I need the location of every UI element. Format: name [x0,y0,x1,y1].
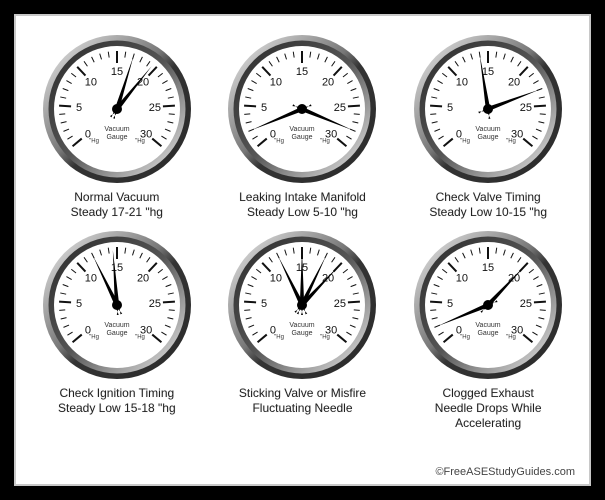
svg-text:25: 25 [334,298,346,310]
gauge-cell-sticking-valve: 051015202530"Hg"HgVacuumGaugeSticking Va… [227,230,377,431]
gauge-clogged-exhaust: 051015202530"Hg"HgVacuumGauge [413,230,563,380]
svg-text:5: 5 [447,298,453,310]
svg-text:25: 25 [149,102,161,114]
gauge-cell-ignition-timing: 051015202530"Hg"HgVacuumGaugeCheck Ignit… [42,230,192,431]
svg-text:10: 10 [456,76,468,88]
svg-text:25: 25 [520,298,532,310]
gauge-cell-clogged-exhaust: 051015202530"Hg"HgVacuumGaugeClogged Exh… [407,230,569,431]
svg-text:20: 20 [508,76,520,88]
svg-text:Gauge: Gauge [478,330,499,337]
gauge-ignition-timing: 051015202530"Hg"HgVacuumGauge [42,230,192,380]
gauge-valve-timing: 051015202530"Hg"HgVacuumGauge [413,34,563,184]
svg-text:Vacuum: Vacuum [476,126,501,133]
caption-line-2: Steady 17-21 "hg [71,205,163,220]
svg-text:10: 10 [270,76,282,88]
svg-text:15: 15 [296,66,308,78]
caption-line-1: Clogged Exhaust [407,386,569,401]
svg-text:Gauge: Gauge [478,134,499,141]
svg-text:20: 20 [137,272,149,284]
svg-text:15: 15 [111,66,123,78]
caption-line-1: Check Ignition Timing [58,386,176,401]
svg-text:25: 25 [149,298,161,310]
svg-text:25: 25 [334,102,346,114]
gauge-caption-normal: Normal VacuumSteady 17-21 "hg [71,190,163,220]
attribution: ©FreeASEStudyGuides.com [435,466,575,478]
svg-text:5: 5 [76,102,82,114]
gauge-intake-leak: 051015202530"Hg"HgVacuumGauge [227,34,377,184]
gauge-sticking-valve: 051015202530"Hg"HgVacuumGauge [227,230,377,380]
svg-text:"Hg: "Hg [506,334,516,340]
svg-text:Gauge: Gauge [106,330,127,337]
caption-line-2: Steady Low 5-10 "hg [239,205,366,220]
gauge-caption-intake-leak: Leaking Intake ManifoldSteady Low 5-10 "… [239,190,366,220]
gauge-grid: 051015202530"Hg"HgVacuumGaugeNormal Vacu… [36,34,569,431]
gauge-caption-ignition-timing: Check Ignition TimingSteady Low 15-18 "h… [58,386,176,416]
svg-text:25: 25 [520,102,532,114]
caption-line-2: Steady Low 15-18 "hg [58,401,176,416]
caption-line-2: Needle Drops While Accelerating [407,401,569,431]
svg-text:Gauge: Gauge [106,134,127,141]
gauge-normal: 051015202530"Hg"HgVacuumGauge [42,34,192,184]
svg-text:"Hg: "Hg [321,138,331,144]
svg-text:5: 5 [76,298,82,310]
caption-line-1: Leaking Intake Manifold [239,190,366,205]
svg-text:"Hg: "Hg [460,334,470,340]
svg-text:10: 10 [456,272,468,284]
svg-text:"Hg: "Hg [275,138,285,144]
caption-line-1: Normal Vacuum [71,190,163,205]
svg-text:15: 15 [482,262,494,274]
svg-text:5: 5 [447,102,453,114]
svg-text:Vacuum: Vacuum [104,322,129,329]
svg-text:15: 15 [111,262,123,274]
caption-line-2: Steady Low 10-15 "hg [429,205,547,220]
svg-text:"Hg: "Hg [275,334,285,340]
canvas: 051015202530"Hg"HgVacuumGaugeNormal Vacu… [0,0,605,500]
svg-text:"Hg: "Hg [506,138,516,144]
caption-line-2: Fluctuating Needle [239,401,366,416]
svg-text:5: 5 [261,298,267,310]
svg-text:Vacuum: Vacuum [104,126,129,133]
svg-text:10: 10 [270,272,282,284]
svg-text:"Hg: "Hg [460,138,470,144]
svg-text:10: 10 [85,272,97,284]
svg-text:Vacuum: Vacuum [290,126,315,133]
frame: 051015202530"Hg"HgVacuumGaugeNormal Vacu… [14,14,591,486]
svg-text:Gauge: Gauge [292,134,313,141]
svg-text:"Hg: "Hg [135,138,145,144]
gauge-caption-clogged-exhaust: Clogged ExhaustNeedle Drops While Accele… [407,386,569,431]
svg-text:20: 20 [322,76,334,88]
gauge-caption-valve-timing: Check Valve TimingSteady Low 10-15 "hg [429,190,547,220]
svg-text:"Hg: "Hg [321,334,331,340]
svg-text:5: 5 [261,102,267,114]
gauge-cell-normal: 051015202530"Hg"HgVacuumGaugeNormal Vacu… [42,34,192,220]
svg-text:"Hg: "Hg [135,334,145,340]
svg-text:10: 10 [85,76,97,88]
caption-line-1: Sticking Valve or Misfire [239,386,366,401]
gauge-caption-sticking-valve: Sticking Valve or MisfireFluctuating Nee… [239,386,366,416]
svg-text:"Hg: "Hg [89,138,99,144]
gauge-cell-valve-timing: 051015202530"Hg"HgVacuumGaugeCheck Valve… [413,34,563,220]
svg-text:Vacuum: Vacuum [290,322,315,329]
gauge-cell-intake-leak: 051015202530"Hg"HgVacuumGaugeLeaking Int… [227,34,377,220]
svg-text:Vacuum: Vacuum [476,322,501,329]
svg-text:"Hg: "Hg [89,334,99,340]
svg-text:Gauge: Gauge [292,330,313,337]
caption-line-1: Check Valve Timing [429,190,547,205]
